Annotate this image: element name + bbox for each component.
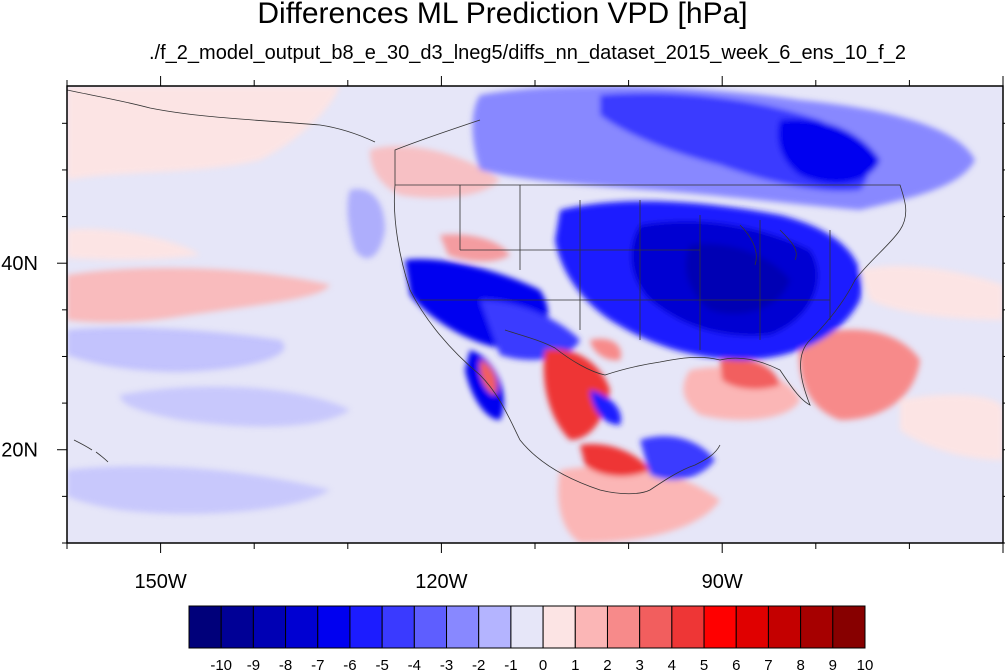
colorbar-label: 6 [732, 657, 740, 672]
colorbar-label: 8 [796, 657, 804, 672]
colorbar-bin [639, 605, 673, 649]
colorbar: -10 -9 -8 -7 -6 -5 -4 -3 -2 -1 0 1 2 3 4 5 6 7 8 9 10 [188, 605, 874, 672]
longitude-tick-labels: 150W 120W 90W [134, 571, 742, 593]
colorbar-bin [800, 605, 834, 649]
colorbar-bin [542, 605, 576, 649]
colorbar-bin [381, 605, 415, 649]
colorbar-bin [767, 605, 802, 649]
colorbar-label: -9 [247, 657, 260, 672]
longitude-tick-label: 90W [702, 571, 743, 593]
colorbar-label: 7 [764, 657, 772, 672]
longitude-tick-label: 150W [134, 571, 186, 593]
colorbar-label: -8 [279, 657, 292, 672]
colorbar-bin [832, 605, 866, 649]
colorbar-label: 0 [539, 657, 547, 672]
longitude-tick-label: 120W [415, 571, 467, 593]
colorbar-bin [285, 605, 319, 649]
colorbar-bin [510, 605, 544, 649]
colorbar-bin [252, 605, 287, 649]
colorbar-bin [220, 605, 254, 649]
colorbar-label: -6 [343, 657, 356, 672]
colorbar-bin [606, 605, 641, 649]
colorbar-label: 1 [571, 657, 579, 672]
map-subtitle: ./f_2_model_output_b8_e_30_d3_lneg5/diff… [149, 42, 906, 64]
colorbar-label: 10 [857, 657, 874, 672]
colorbar-bin [317, 605, 351, 649]
colorbar-label: 5 [700, 657, 708, 672]
latitude-tick-labels: 40N 20N [1, 253, 38, 462]
vpd-field [67, 86, 1003, 543]
colorbar-label: 4 [668, 657, 676, 672]
colorbar-bin [188, 605, 222, 649]
colorbar-label: -3 [440, 657, 453, 672]
map-title: Differences ML Prediction VPD [hPa] [257, 0, 748, 30]
colorbar-bin [446, 605, 480, 649]
colorbar-label: 3 [635, 657, 643, 672]
colorbar-bin [671, 605, 705, 649]
latitude-tick-label: 20N [1, 440, 38, 462]
colorbar-label: -2 [472, 657, 485, 672]
colorbar-label: -1 [504, 657, 517, 672]
colorbar-bin [703, 605, 737, 649]
colorbar-label: -10 [210, 657, 232, 672]
colorbar-bin [413, 605, 448, 649]
colorbar-bin [735, 605, 769, 649]
colorbar-label: -4 [408, 657, 421, 672]
latitude-tick-label: 40N [1, 253, 38, 275]
colorbar-label: -7 [311, 657, 324, 672]
colorbar-label: 2 [603, 657, 611, 672]
colorbar-bin [349, 605, 383, 649]
colorbar-bin [478, 605, 512, 649]
colorbar-bin [574, 605, 608, 649]
colorbar-label: 9 [829, 657, 837, 672]
colorbar-label: -5 [375, 657, 388, 672]
